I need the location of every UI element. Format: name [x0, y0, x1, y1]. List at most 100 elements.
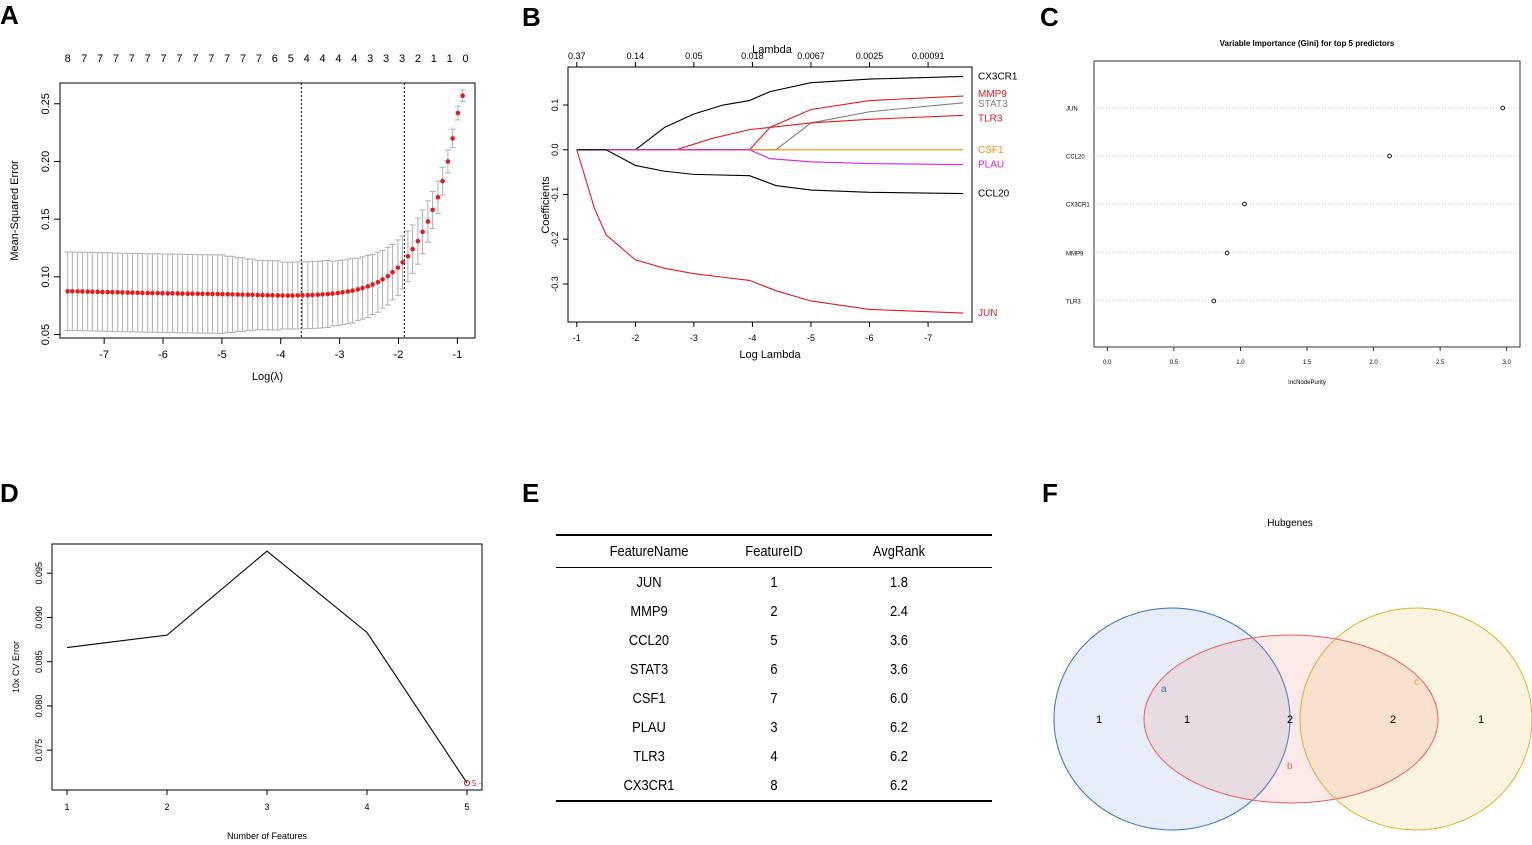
top-axis-label: 7: [161, 53, 167, 65]
venn-set-label-b: b: [1287, 761, 1293, 772]
chart-f: Hubgenes a b c 1 1 2 2 1: [1053, 518, 1532, 831]
column-header: FeatureID: [745, 543, 803, 560]
table-cell: TLR3: [633, 748, 665, 766]
coefficient-path: [576, 114, 964, 151]
mse-point: [280, 293, 285, 298]
top-axis-label: 3: [383, 53, 389, 65]
table-cell: CCL20: [628, 632, 670, 650]
mse-point: [275, 293, 281, 298]
chart-d: 1 2 3 4 5 0.075 0.080 0.085 0.090 0.095 Number of …: [11, 543, 483, 841]
top-axis-label: 5: [288, 53, 294, 65]
mse-point: [350, 288, 355, 293]
importance-point: [1211, 298, 1217, 304]
table-cell: 8: [770, 777, 778, 795]
top-tick-label: 0.0067: [797, 51, 825, 61]
mse-point: [260, 292, 265, 298]
coefficient-label: STAT3: [978, 99, 1008, 110]
y-tick-label: 0.080: [34, 695, 44, 718]
mse-point: [230, 292, 235, 297]
y-tick-label: 0.095: [34, 562, 44, 585]
mse-point: [425, 219, 431, 224]
top-tick-label: 0.0025: [856, 51, 884, 61]
mse-point: [460, 93, 465, 98]
importance-point: [1242, 201, 1247, 207]
top-axis-label: 8: [65, 53, 71, 65]
x-tick-label: 3: [264, 802, 269, 812]
mse-point: [355, 287, 361, 292]
x-tick-label: 0.5: [1170, 360, 1179, 366]
y-tick-label: -0.1: [550, 187, 560, 203]
mse-point: [395, 265, 401, 270]
mse-point: [65, 288, 70, 294]
mse-point: [195, 291, 201, 297]
mse-point: [450, 136, 455, 141]
x-tick-label: 5: [464, 802, 469, 812]
top-axis-title: Lambda: [752, 44, 793, 56]
mse-point: [175, 291, 181, 296]
importance-point: [1387, 153, 1392, 159]
mse-point: [300, 293, 305, 298]
chart-a: -7 -6 -5 -4 -3 -2 -1 0.05 0.10 0.15 0.20 0.25 Log(λ)…: [9, 53, 476, 383]
mse-point: [150, 290, 155, 296]
x-tick-label: -2: [631, 333, 639, 343]
y-tick-label: 0.15: [40, 208, 52, 229]
coefficient-label: MMP9: [978, 89, 1007, 100]
venn-region-count: 1: [1184, 714, 1190, 726]
venn-region-count: 2: [1390, 714, 1396, 726]
table-cell: 6.2: [890, 777, 908, 795]
coefficient-label: CCL20: [978, 189, 1010, 200]
table-cell: 5: [770, 632, 778, 650]
table-cell: 7: [770, 690, 778, 708]
y-tick-label: 0.20: [40, 151, 52, 172]
table-bottom-rule: [556, 800, 992, 803]
table-cell: 3: [770, 719, 778, 737]
min-error-label: 5 -: [472, 779, 482, 788]
coefficient-label: TLR3: [978, 113, 1003, 124]
venn-region-count: 1: [1478, 714, 1484, 726]
mse-point: [335, 290, 341, 296]
venn-set-a: [1053, 607, 1291, 831]
top-axis-label: 7: [129, 53, 135, 65]
mse-point: [400, 260, 405, 265]
mse-point: [255, 292, 261, 298]
mse-point: [205, 291, 211, 297]
venn-set-label-a: a: [1161, 684, 1167, 695]
mse-point: [315, 292, 321, 298]
table-row: CCL20 5 3.6: [587, 626, 962, 655]
x-tick-label: 0.0: [1103, 360, 1112, 366]
mse-point: [380, 277, 385, 282]
mse-point: [80, 289, 85, 294]
top-axis-label: 4: [335, 53, 341, 65]
mse-point: [170, 291, 175, 296]
y-tick-label: 0.25: [40, 93, 52, 114]
mse-point: [220, 291, 225, 297]
x-tick-label: -5: [217, 349, 227, 361]
table-header-row: FeatureName FeatureID AvgRank: [587, 536, 962, 567]
top-axis-label: 4: [319, 53, 325, 65]
column-header: FeatureName: [609, 543, 689, 560]
column-header: AvgRank: [872, 543, 926, 560]
table-row: PLAU 3 6.2: [587, 713, 962, 742]
x-tick-label: -4: [276, 349, 286, 361]
x-tick-label: 2.0: [1369, 360, 1378, 366]
y-tick-label: 0.1: [550, 99, 560, 112]
mse-point: [365, 284, 371, 289]
top-axis-label: 7: [208, 53, 214, 65]
y-axis-title: Coefficients: [540, 176, 552, 234]
x-tick-label: 1.5: [1303, 360, 1312, 366]
venn-set-label-c: c: [1414, 677, 1419, 688]
mse-point: [75, 289, 80, 294]
panel-label-d: D: [0, 478, 19, 508]
top-axis-label: 3: [399, 53, 405, 65]
mse-point: [305, 292, 311, 298]
table-row: JUN 1 1.8: [587, 568, 962, 597]
table-row: TLR3 4 6.2: [587, 742, 962, 771]
mse-point: [325, 291, 331, 297]
mse-point: [135, 290, 141, 296]
mse-point: [430, 207, 435, 213]
mse-point: [155, 290, 161, 296]
x-tick-label: 1: [64, 802, 69, 812]
top-axis-label: 7: [81, 53, 87, 65]
coefficient-label: PLAU: [978, 160, 1004, 171]
mse-point: [390, 269, 395, 275]
